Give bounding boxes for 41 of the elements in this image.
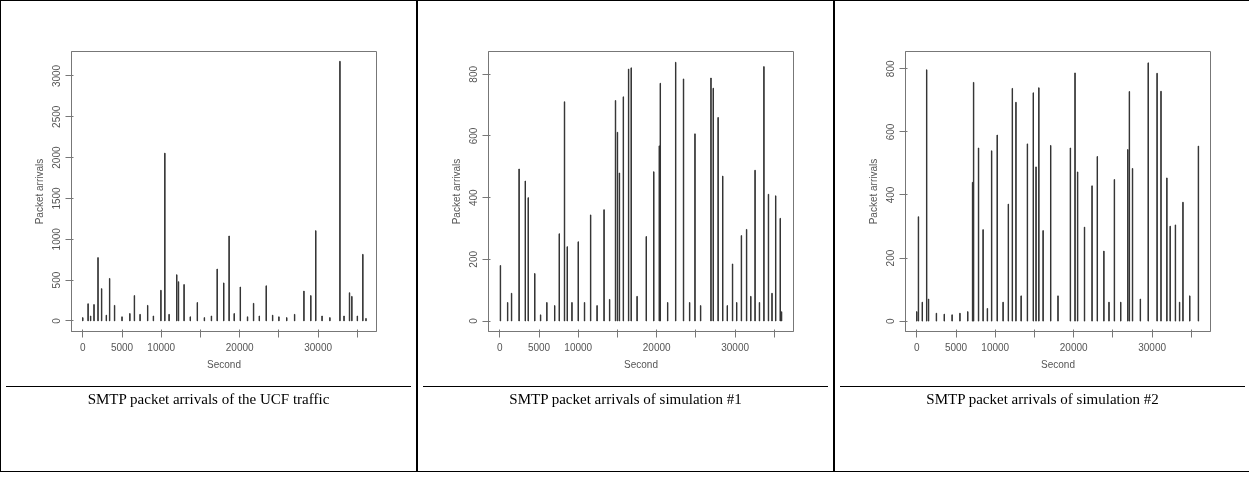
y-tick-label: 0 bbox=[885, 317, 897, 324]
x-tick-label: 30000 bbox=[721, 341, 750, 353]
y-tick-label: 400 bbox=[885, 186, 897, 204]
x-tick-label: 5000 bbox=[944, 341, 968, 353]
x-tick-label: 10000 bbox=[981, 341, 1010, 353]
x-tick-label: 30000 bbox=[1138, 341, 1167, 353]
y-tick-label: 600 bbox=[468, 127, 480, 145]
x-tick-label: 10000 bbox=[564, 341, 593, 353]
y-tick-label: 3000 bbox=[51, 64, 63, 88]
y-tick-label: 200 bbox=[885, 249, 897, 267]
y-tick-label: 200 bbox=[468, 250, 480, 268]
y-tick-label: 1000 bbox=[51, 227, 63, 251]
y-axis-title: Packet arrivals bbox=[867, 158, 879, 225]
y-tick-label: 1500 bbox=[51, 186, 63, 210]
text: SMTP packet arrivals of simulation #1 bbox=[509, 390, 742, 409]
x-tick-label: 20000 bbox=[1059, 341, 1089, 353]
text: SMTP packet arrivals of the UCF traffic bbox=[87, 390, 330, 409]
x-tick-label: 5000 bbox=[110, 341, 134, 353]
y-tick-label: 400 bbox=[468, 188, 480, 207]
x-tick-label: 0 bbox=[914, 341, 921, 353]
x-axis-title: Second bbox=[1041, 358, 1075, 370]
y-tick-label: 0 bbox=[51, 317, 63, 324]
y-tick-label: 800 bbox=[468, 65, 480, 83]
x-axis-title: Second bbox=[207, 358, 241, 370]
y-tick-label: 2500 bbox=[51, 105, 63, 128]
y-axis-title: Packet arrivals bbox=[450, 158, 462, 225]
y-tick-label: 600 bbox=[885, 123, 897, 141]
y-tick-label: 500 bbox=[51, 271, 63, 289]
x-tick-label: 10000 bbox=[147, 341, 176, 353]
y-tick-label: 0 bbox=[468, 317, 480, 324]
y-tick-label: 2000 bbox=[51, 146, 63, 169]
x-axis-title: Second bbox=[624, 358, 658, 370]
x-tick-label: 20000 bbox=[642, 341, 672, 353]
y-tick-label: 800 bbox=[885, 60, 897, 78]
x-tick-label: 30000 bbox=[304, 341, 333, 353]
y-axis-title: Packet arrivals bbox=[33, 158, 45, 225]
text: SMTP packet arrivals of simulation #2 bbox=[926, 390, 1159, 409]
x-tick-label: 0 bbox=[497, 341, 504, 353]
x-tick-label: 20000 bbox=[225, 341, 255, 353]
x-tick-label: 5000 bbox=[527, 341, 551, 353]
x-tick-label: 0 bbox=[80, 341, 87, 353]
